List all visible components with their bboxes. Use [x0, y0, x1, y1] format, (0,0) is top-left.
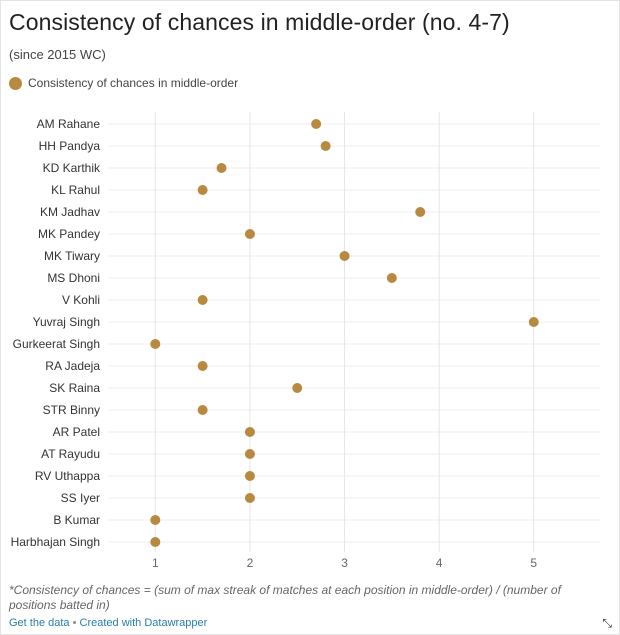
data-point	[320, 141, 331, 151]
category-label: Gurkeerat Singh	[13, 337, 100, 351]
data-point	[244, 493, 255, 503]
data-point	[415, 207, 426, 217]
data-point	[311, 119, 322, 129]
data-point	[244, 471, 255, 481]
category-label: SS Iyer	[61, 491, 100, 505]
data-point	[150, 339, 161, 349]
category-label: KL Rahul	[51, 183, 100, 197]
chart-subtitle: (since 2015 WC)	[9, 47, 106, 62]
chart-title: Consistency of chances in middle-order (…	[9, 9, 510, 35]
x-tick-label: 3	[341, 556, 348, 570]
footnote: *Consistency of chances = (sum of max st…	[9, 583, 561, 612]
category-label: AR Patel	[53, 425, 100, 439]
data-point	[528, 317, 539, 327]
data-point	[197, 361, 208, 371]
data-point	[244, 229, 255, 239]
legend-marker	[9, 76, 22, 90]
data-point	[244, 449, 255, 459]
data-point	[216, 163, 227, 173]
data-point	[386, 273, 397, 283]
category-label: MK Tiwary	[44, 249, 100, 263]
x-tick-label: 1	[152, 556, 159, 570]
get-data-link[interactable]: Get the data	[9, 617, 70, 629]
category-label: KM Jadhav	[40, 205, 100, 219]
category-label: STR Binny	[43, 403, 100, 417]
x-tick-label: 2	[247, 556, 254, 570]
category-label: KD Karthik	[43, 161, 101, 175]
category-label: SK Raina	[49, 381, 100, 395]
category-label: HH Pandya	[39, 139, 101, 153]
data-point	[150, 515, 161, 525]
category-label: RA Jadeja	[45, 359, 100, 373]
data-point	[244, 427, 255, 437]
category-label: MK Pandey	[38, 227, 100, 241]
data-point	[197, 185, 208, 195]
category-label: Yuvraj Singh	[33, 315, 100, 329]
category-label: AT Rayudu	[41, 447, 100, 461]
legend: Consistency of chances in middle-order	[9, 76, 238, 90]
resize-arrows-icon[interactable]: ⤡	[602, 616, 612, 630]
category-label: AM Rahane	[37, 117, 101, 131]
legend-label: Consistency of chances in middle-order	[28, 76, 239, 90]
data-point	[197, 295, 208, 305]
x-tick-label: 5	[530, 556, 537, 570]
data-point	[197, 405, 208, 415]
x-tick-label: 4	[436, 556, 443, 570]
credits-separator: •	[72, 617, 77, 629]
category-label: V Kohli	[62, 293, 100, 307]
data-point	[150, 537, 161, 547]
datawrapper-link[interactable]: Created with Datawrapper	[79, 617, 208, 629]
data-point	[292, 383, 303, 393]
category-label: MS Dhoni	[47, 271, 100, 285]
category-label: B Kumar	[53, 513, 100, 527]
category-label: RV Uthappa	[35, 469, 100, 483]
credits: Get the data • Created with Datawrapper	[9, 617, 207, 629]
category-label: Harbhajan Singh	[11, 535, 100, 549]
data-point	[339, 251, 350, 261]
